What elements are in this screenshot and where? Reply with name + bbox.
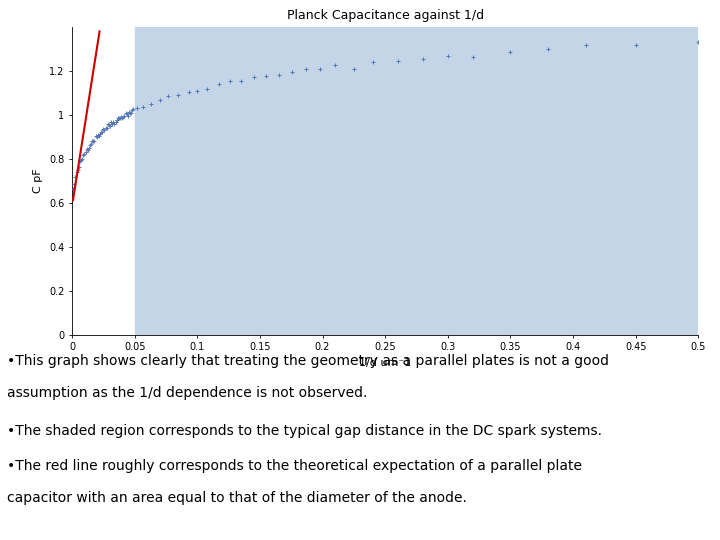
X-axis label: 1/d um⁻1: 1/d um⁻1	[359, 358, 411, 368]
Title: Planck Capacitance against 1/d: Planck Capacitance against 1/d	[287, 9, 484, 22]
Text: assumption as the 1/d dependence is not observed.: assumption as the 1/d dependence is not …	[7, 386, 368, 400]
Text: •This graph shows clearly that treating the geometry as a parallel plates is not: •This graph shows clearly that treating …	[7, 354, 609, 368]
Y-axis label: C pF: C pF	[33, 168, 43, 193]
Text: •The red line roughly corresponds to the theoretical expectation of a parallel p: •The red line roughly corresponds to the…	[7, 459, 582, 473]
Text: •The shaded region corresponds to the typical gap distance in the DC spark syste: •The shaded region corresponds to the ty…	[7, 424, 602, 438]
Text: capacitor with an area equal to that of the diameter of the anode.: capacitor with an area equal to that of …	[7, 491, 467, 505]
Bar	[135, 27, 698, 335]
